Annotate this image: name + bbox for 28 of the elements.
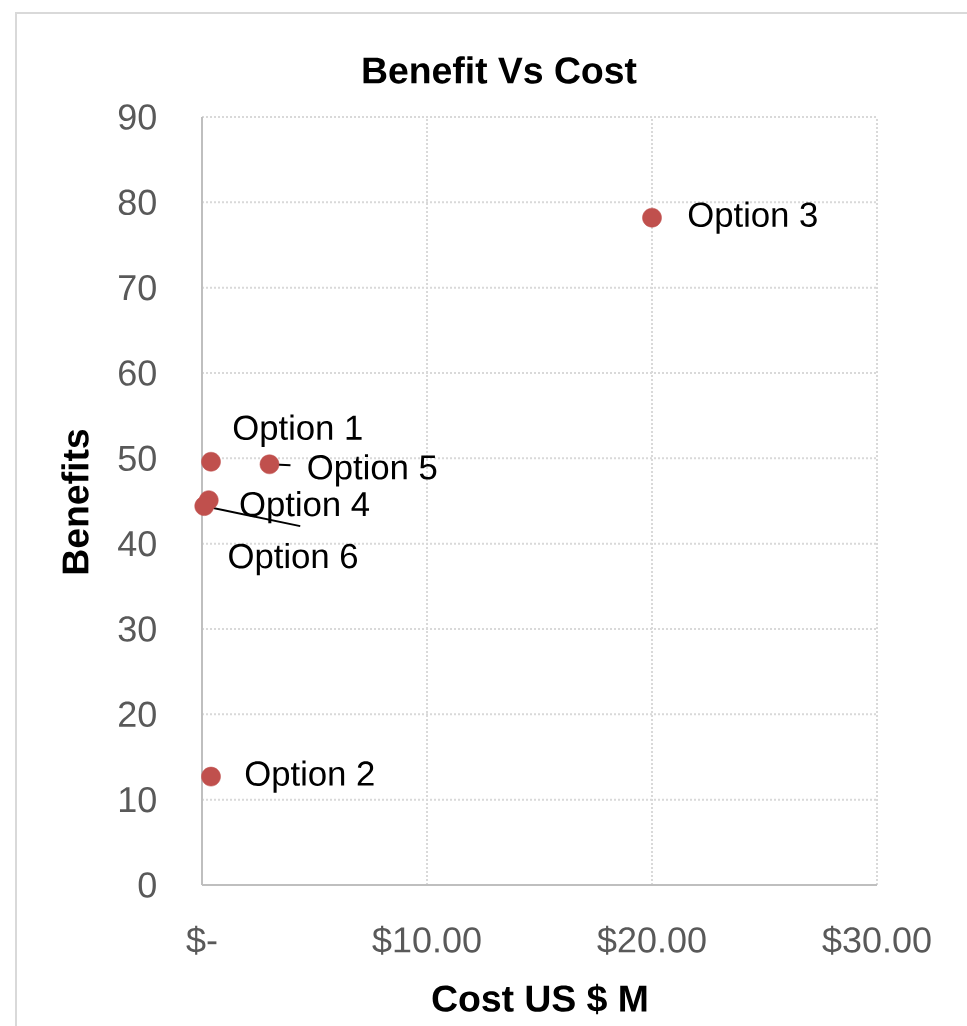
y-tick-label: 60 [119, 360, 156, 386]
point [201, 766, 221, 787]
x-tick-label: $- [186, 925, 217, 955]
chart-title: Benefit Vs Cost [363, 56, 637, 84]
y-axis-title: Benefits [61, 429, 89, 574]
y-tick-label: 90 [118, 104, 156, 130]
x-tick-label: $30.00 [822, 925, 931, 955]
y-tick-label: 50 [118, 445, 156, 472]
y-tick-label: 0 [138, 872, 156, 898]
point [642, 207, 662, 228]
x-tick-label: $10.00 [372, 925, 481, 955]
y-tick-label: 30 [118, 616, 156, 642]
y-tick-label: 40 [118, 530, 156, 557]
y-tick-label: 10 [119, 786, 156, 813]
annotation: Option 4 [240, 490, 370, 524]
y-tick-label: 20 [119, 701, 156, 728]
annotation: Option 5 [308, 454, 437, 487]
x-tick-label: $20.00 [597, 925, 706, 955]
y-tick-label: 70 [119, 274, 156, 301]
point [201, 451, 221, 472]
point [259, 454, 280, 475]
y-tick-label: 80 [118, 189, 156, 216]
annotation: Option 2 [245, 760, 374, 793]
x-axis-title: Cost US $ M [432, 983, 647, 1015]
annotation: Option 3 [688, 201, 817, 234]
annotation: Option 6 [229, 542, 357, 576]
point [194, 496, 215, 516]
annotation: Option 1 [233, 414, 362, 447]
